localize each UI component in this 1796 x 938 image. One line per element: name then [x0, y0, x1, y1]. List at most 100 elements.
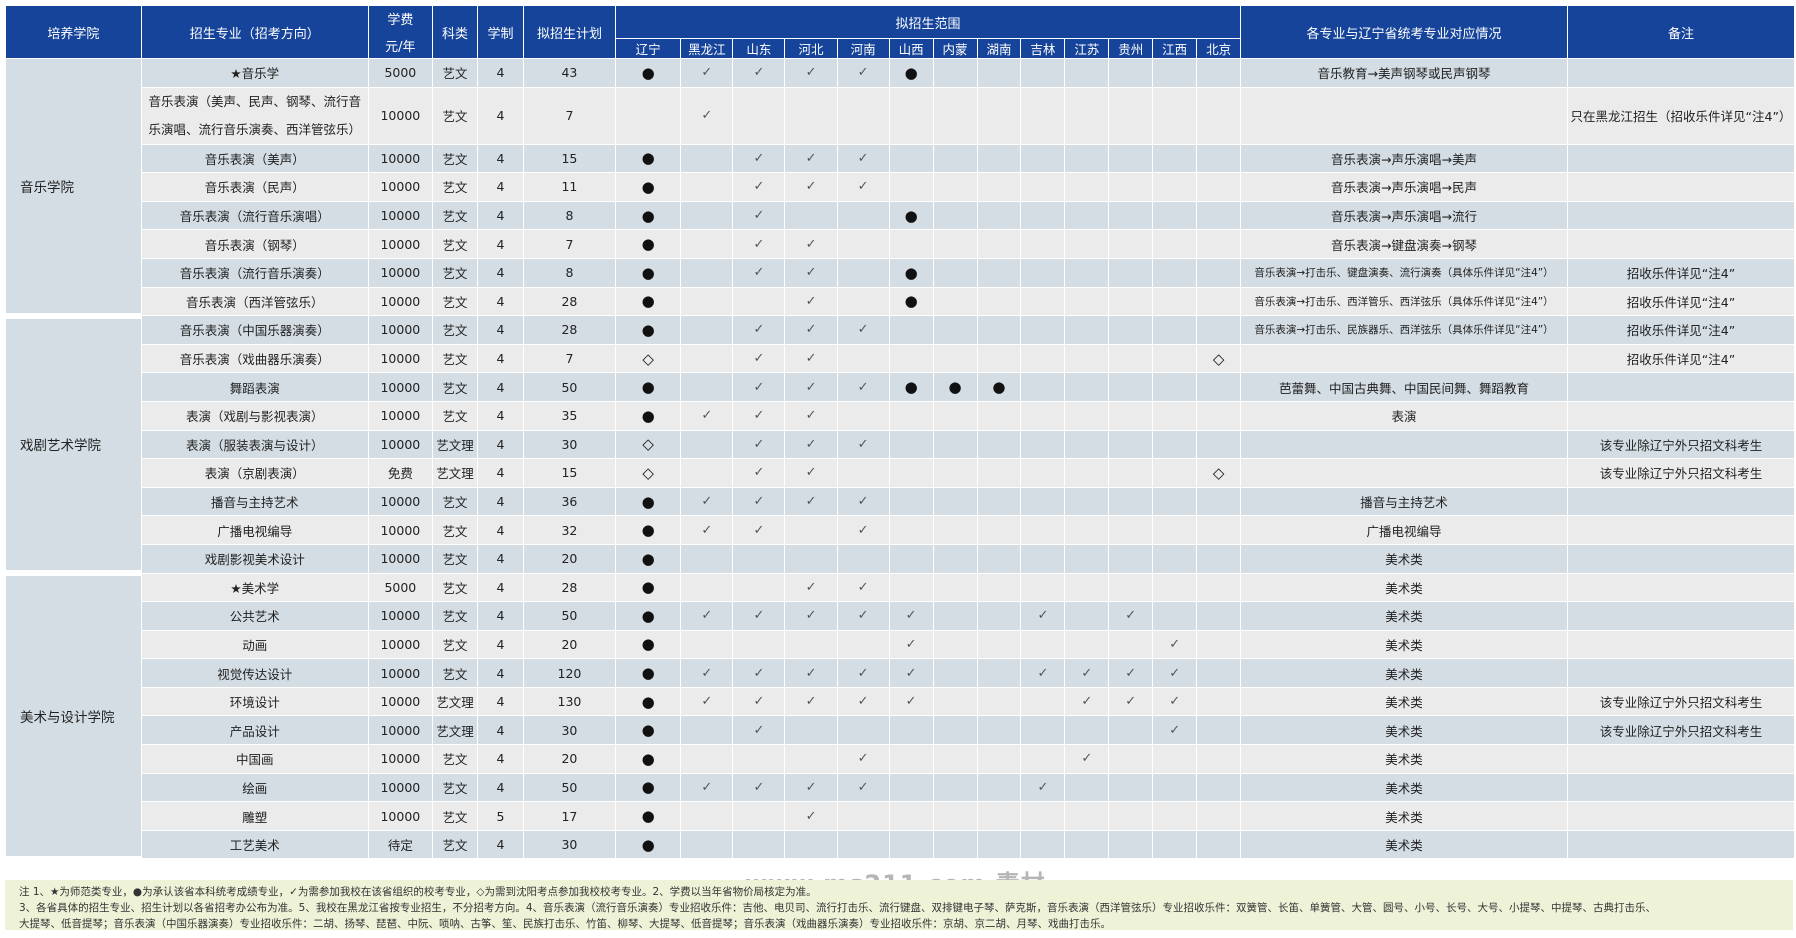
province-mark [976, 172, 1022, 202]
province-mark [976, 229, 1022, 259]
category-cell: 艺文 [432, 601, 478, 631]
remark-cell [1566, 58, 1796, 88]
province-mark [836, 400, 890, 431]
mapping-cell: 音乐表演→打击乐、键盘演奏、流行演奏（具体乐件详见“注4”） [1240, 257, 1568, 288]
header-fee: 学费 元/年 [367, 5, 434, 59]
province-mark [680, 429, 734, 460]
province-mark [1108, 486, 1154, 517]
province-mark [932, 772, 978, 803]
duration-cell: 4 [477, 143, 524, 174]
province-mark [1020, 629, 1066, 660]
major-cell: ★美术学 [140, 572, 369, 603]
province-mark [1064, 715, 1110, 746]
remark-cell [1566, 829, 1796, 860]
province-mark [976, 343, 1022, 374]
province-mark [680, 143, 734, 174]
province-mark: ● [888, 372, 934, 402]
province-mark [1020, 829, 1066, 860]
remark-cell [1566, 515, 1796, 545]
province-mark [1020, 715, 1066, 746]
province-mark: ✓ [784, 429, 838, 460]
duration-cell: 4 [477, 86, 524, 145]
province-mark [1152, 200, 1198, 231]
category-cell: 艺文 [432, 486, 478, 517]
province-mark [976, 601, 1022, 631]
province-mark [1108, 58, 1154, 88]
category-cell: 艺文 [432, 372, 478, 402]
province-mark [836, 801, 890, 831]
province-mark [680, 715, 734, 746]
remark-cell [1566, 372, 1796, 402]
province-mark [1020, 315, 1066, 345]
province-mark [888, 744, 934, 774]
header-fee-line2: 元/年 [385, 40, 416, 55]
plan-cell: 8 [522, 257, 616, 288]
province-mark [976, 143, 1022, 174]
province-mark [976, 58, 1022, 88]
province-mark [1108, 429, 1154, 460]
province-mark [932, 257, 978, 288]
remark-cell [1566, 543, 1796, 574]
province-mark: ✓ [836, 372, 890, 402]
province-mark [1020, 543, 1066, 574]
category-cell: 艺文理 [432, 686, 478, 717]
province-mark: ● [614, 715, 682, 746]
table-row: 环境设计 10000 艺文理 4 130 ● ✓ ✓ ✓ ✓ ✓ ✓ ✓ ✓ 美术类 该专业除辽宁外只招文科考… [6, 686, 1796, 717]
major-cell: 工艺美术 [140, 829, 369, 860]
province-mark [1064, 572, 1110, 603]
province-mark [932, 172, 978, 202]
duration-cell: 4 [477, 286, 524, 317]
province-mark: ✓ [1064, 686, 1110, 717]
duration-cell: 4 [477, 515, 524, 545]
province-mark [1196, 58, 1242, 88]
category-cell: 艺文 [432, 829, 478, 860]
province-mark [1152, 229, 1198, 259]
province-mark [1064, 315, 1110, 345]
province-mark: ✓ [784, 143, 838, 174]
province-mark: ● [614, 315, 682, 345]
table-row: 产品设计 10000 艺文理 4 30 ● ✓ ✓ 美术类 该专业除辽宁外只招文科考生 [6, 715, 1796, 746]
duration-cell: 4 [477, 543, 524, 574]
province-mark: ✓ [836, 429, 890, 460]
province-mark: ● [614, 172, 682, 202]
table-row: 音乐表演（西洋管弦乐） 10000 艺文 4 28 ● ✓ ● 音乐表演→打击乐、西洋管乐、西洋… [6, 286, 1796, 317]
province-mark: ✓ [888, 629, 934, 660]
major-cell: 公共艺术 [140, 601, 369, 631]
province-mark [680, 257, 734, 288]
table-row: 音乐表演（民声） 10000 艺文 4 11 ● ✓ ✓ ✓ 音乐表演→声乐演唱→民声 [6, 172, 1796, 202]
fee-cell: 10000 [367, 801, 434, 831]
header-province: 江苏 [1064, 38, 1110, 59]
province-mark [932, 86, 978, 145]
province-mark [1020, 400, 1066, 431]
notes-panel: 注 1、★为师范类专业，●为承认该省本科统考成绩专业，✓为需参加我校在该省组织的… [5, 880, 1793, 930]
province-mark [732, 829, 786, 860]
province-mark [836, 543, 890, 574]
province-mark [1020, 572, 1066, 603]
province-mark [1064, 429, 1110, 460]
major-cell: 绘画 [140, 772, 369, 803]
mapping-cell: 美术类 [1240, 601, 1568, 631]
mapping-cell: 音乐表演→打击乐、西洋管乐、西洋弦乐（具体乐件详见“注4”） [1240, 286, 1568, 317]
province-mark [680, 829, 734, 860]
province-mark [680, 543, 734, 574]
table-row: 表演（服装表演与设计） 10000 艺文理 4 30 ◇ ✓ ✓ ✓ 该专业除辽宁外只招文科考生 [6, 429, 1796, 460]
province-mark: ✓ [836, 772, 890, 803]
province-mark: ✓ [836, 172, 890, 202]
province-mark [680, 629, 734, 660]
major-cell: 表演（服装表演与设计） [140, 429, 369, 460]
duration-cell: 4 [477, 744, 524, 774]
plan-cell: 30 [522, 829, 616, 860]
province-mark: ✓ [732, 458, 786, 488]
province-mark [784, 715, 838, 746]
province-mark [976, 286, 1022, 317]
province-mark [932, 458, 978, 488]
plan-cell: 17 [522, 801, 616, 831]
province-mark [1108, 172, 1154, 202]
duration-cell: 4 [477, 601, 524, 631]
fee-cell: 10000 [367, 543, 434, 574]
province-mark [1020, 86, 1066, 145]
remark-cell [1566, 744, 1796, 774]
major-cell: 音乐表演（美声、民声、钢琴、流行音乐演唱、流行音乐演奏、西洋管弦乐） [140, 86, 369, 145]
province-mark [932, 229, 978, 259]
mapping-cell: 美术类 [1240, 686, 1568, 717]
